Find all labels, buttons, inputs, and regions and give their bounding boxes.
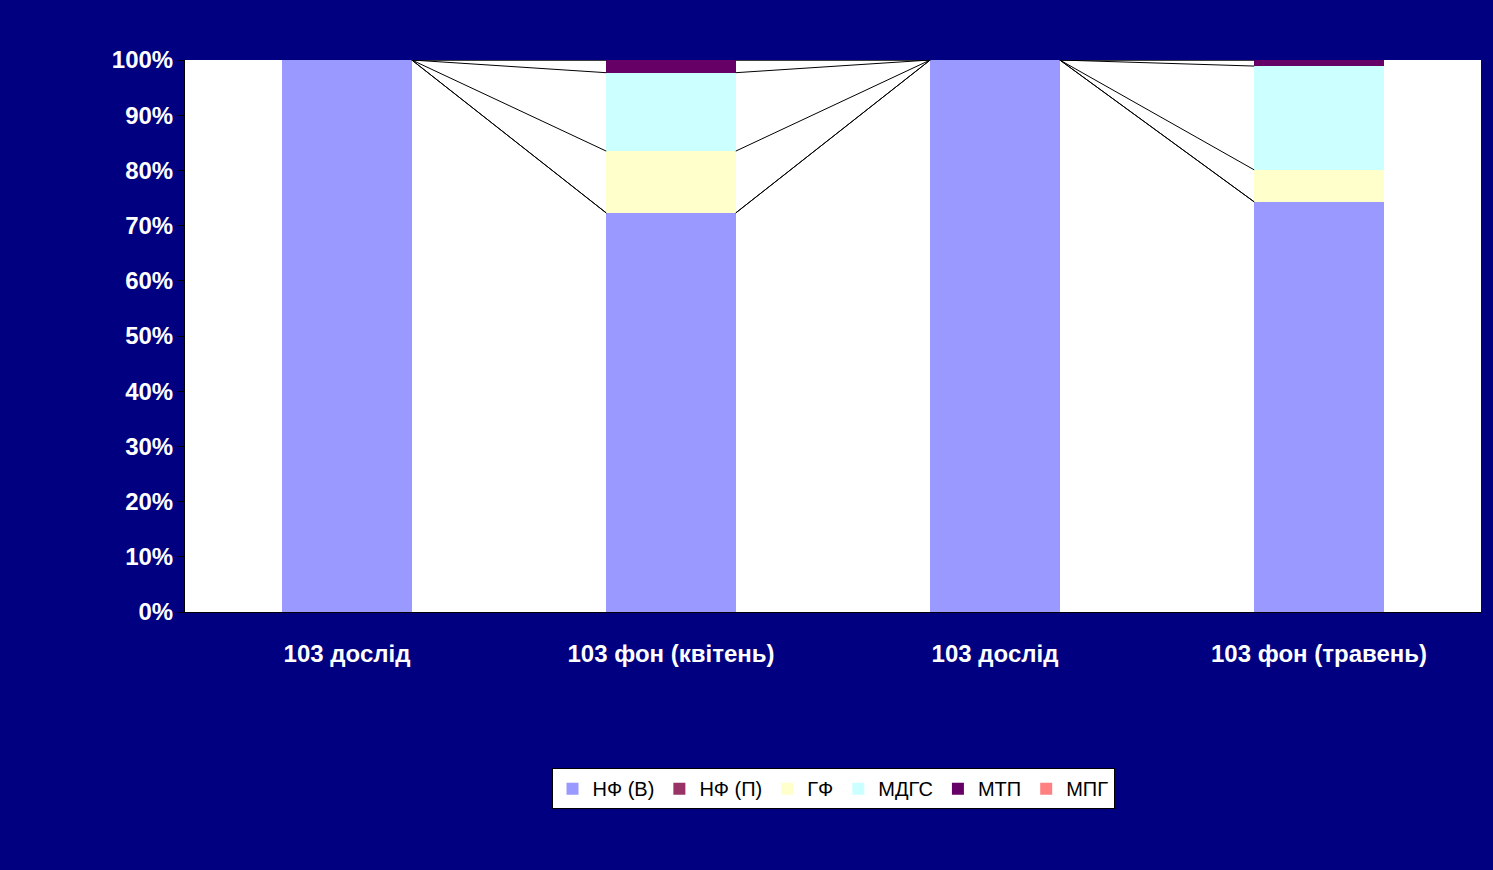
svg-text:90%: 90% — [125, 102, 173, 129]
svg-text:ГФ: ГФ — [807, 778, 833, 800]
svg-text:103 фон (квітень): 103 фон (квітень) — [568, 640, 775, 667]
svg-text:80%: 80% — [125, 157, 173, 184]
svg-text:60%: 60% — [125, 267, 173, 294]
svg-text:30%: 30% — [125, 433, 173, 460]
svg-text:МТП: МТП — [978, 778, 1021, 800]
svg-text:40%: 40% — [125, 378, 173, 405]
svg-text:0%: 0% — [139, 598, 174, 625]
svg-text:10%: 10% — [125, 543, 173, 570]
svg-text:103 дослід: 103 дослід — [932, 640, 1059, 667]
svg-text:70%: 70% — [125, 212, 173, 239]
svg-text:МПГ: МПГ — [1066, 778, 1108, 800]
svg-text:НФ (П): НФ (П) — [699, 778, 762, 800]
svg-text:50%: 50% — [125, 322, 173, 349]
svg-text:100%: 100% — [112, 46, 173, 73]
svg-text:НФ (В): НФ (В) — [593, 778, 655, 800]
svg-text:103 фон (травень): 103 фон (травень) — [1211, 640, 1427, 667]
svg-text:103 дослід: 103 дослід — [284, 640, 411, 667]
svg-text:МДГС: МДГС — [878, 778, 933, 800]
svg-text:20%: 20% — [125, 488, 173, 515]
